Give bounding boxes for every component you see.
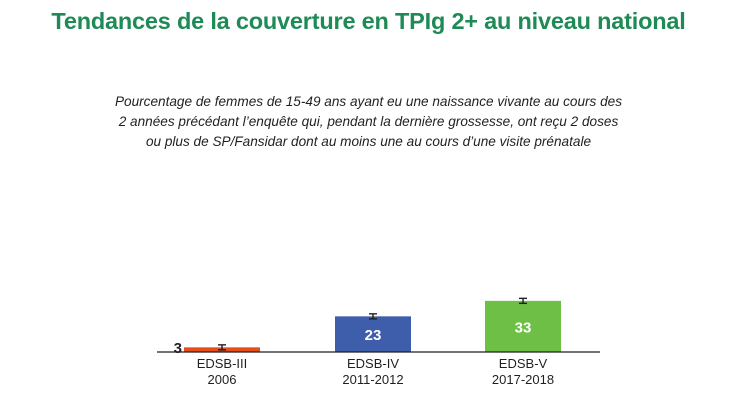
subtitle-line: Pourcentage de femmes de 15-49 ans ayant…: [114, 94, 623, 109]
chart-subtitle: Pourcentage de femmes de 15-49 ans ayant…: [0, 92, 737, 152]
x-tick-label-line: 2011-2012: [342, 372, 403, 387]
subtitle-line: 2 années précédant l’enquête qui, pendan…: [118, 114, 619, 129]
bar-2: [335, 316, 411, 352]
data-label: 23: [365, 327, 382, 344]
data-label: 33: [515, 319, 532, 336]
error-bar-1: [218, 344, 226, 351]
x-tick-label: EDSB-V 2017-2018: [492, 356, 554, 387]
error-bar-2: [369, 313, 377, 320]
x-tick-label-line: EDSB-IV: [347, 356, 399, 371]
x-tick-label-line: 2017-2018: [492, 372, 554, 387]
x-tick-label: EDSB-III 2006: [197, 356, 248, 387]
chart-title: Tendances de la couverture en TPIg 2+ au…: [51, 8, 686, 34]
x-tick-label-line: EDSB-V: [499, 356, 548, 371]
x-tick-label-line: 2006: [208, 372, 237, 387]
x-tick-label: EDSB-IV 2011-2012: [342, 356, 403, 387]
bar-3: [485, 300, 561, 352]
error-bar-3: [519, 297, 527, 305]
subtitle-line: ou plus de SP/Fansidar dont au moins une…: [145, 134, 592, 149]
x-tick-label-line: EDSB-III: [197, 356, 248, 371]
data-label: 3: [174, 340, 182, 357]
